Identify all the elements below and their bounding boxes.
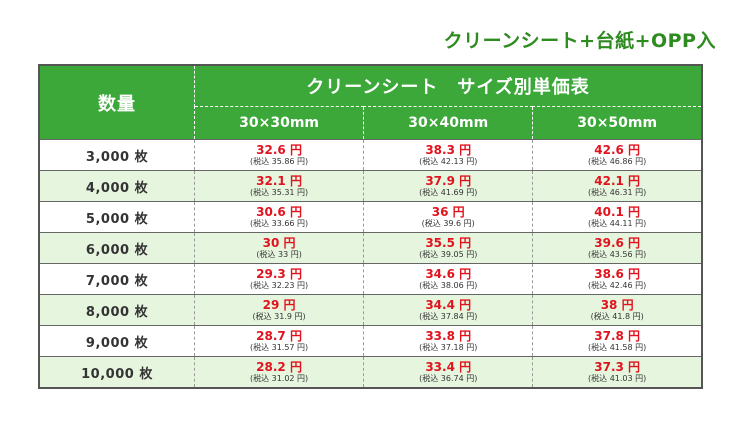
price-cell: 36 円 (税込 39.6 円) <box>363 201 534 233</box>
size-header-row: 30×30mm 30×40mm 30×50mm <box>39 106 702 140</box>
unit-price: 38.3 円 <box>425 142 472 157</box>
unit-price: 32.1 円 <box>256 173 302 188</box>
quantity-cell: 5,000 枚 <box>39 201 195 233</box>
tax-included-price: (税込 41.8 円) <box>590 311 644 321</box>
tax-included-price: (税込 35.86 円) <box>249 156 309 166</box>
tax-included-price: (税込 33.66 円) <box>249 218 309 228</box>
price-cell: 29 円 (税込 31.9 円) <box>194 294 365 326</box>
price-cell: 37.9 円 (税込 41.69 円) <box>363 170 534 202</box>
unit-price: 42.1 円 <box>594 173 641 188</box>
price-table: 数量 クリーンシート サイズ別単価表 30×30mm 30×40mm 30×50… <box>38 64 703 389</box>
price-cell: 28.7 円 (税込 31.57 円) <box>194 325 365 357</box>
tax-included-price: (税込 42.13 円) <box>419 156 478 166</box>
tax-included-price: (税込 39.05 円) <box>419 249 478 259</box>
table-row: 6,000 枚 30 円 (税込 33 円) 35.5 円 (税込 39.05 円) 39… <box>39 232 702 264</box>
unit-price: 33.8 円 <box>425 328 472 343</box>
unit-price: 34.4 円 <box>425 297 472 312</box>
price-cell: 32.1 円 (税込 35.31 円) <box>194 170 365 202</box>
price-cell: 39.6 円 (税込 43.56 円) <box>532 232 702 264</box>
tax-included-price: (税込 33 円) <box>256 249 302 259</box>
unit-price: 28.7 円 <box>256 328 302 343</box>
size-header-30x50: 30×50mm <box>532 106 702 140</box>
quantity-cell: 6,000 枚 <box>39 232 195 264</box>
tax-included-price: (税込 36.74 円) <box>419 373 478 383</box>
price-cell: 33.4 円 (税込 36.74 円) <box>363 356 534 388</box>
tax-included-price: (税込 41.03 円) <box>588 373 647 383</box>
tax-included-price: (税込 31.9 円) <box>252 311 306 321</box>
tax-included-price: (税込 46.86 円) <box>588 156 647 166</box>
table-row: 10,000 枚 28.2 円 (税込 31.02 円) 33.4 円 (税込 36.7… <box>39 356 702 388</box>
price-cell: 32.6 円 (税込 35.86 円) <box>194 139 365 171</box>
unit-price: 33.4 円 <box>425 359 472 374</box>
price-cell: 35.5 円 (税込 39.05 円) <box>363 232 534 264</box>
price-cell: 42.1 円 (税込 46.31 円) <box>532 170 702 202</box>
tax-included-price: (税込 35.31 円) <box>249 187 309 197</box>
price-table-body: 3,000 枚 32.6 円 (税込 35.86 円) 38.3 円 (税込 42.13… <box>39 139 702 388</box>
table-row: 9,000 枚 28.7 円 (税込 31.57 円) 33.8 円 (税込 37.18… <box>39 325 702 357</box>
tax-included-price: (税込 31.02 円) <box>249 373 309 383</box>
unit-price: 30 円 <box>262 235 296 250</box>
size-header-30x30: 30×30mm <box>194 106 365 140</box>
price-cell: 42.6 円 (税込 46.86 円) <box>532 139 702 171</box>
price-cell: 29.3 円 (税込 32.23 円) <box>194 263 365 295</box>
table-row: 7,000 枚 29.3 円 (税込 32.23 円) 34.6 円 (税込 38.06… <box>39 263 702 295</box>
size-header-30x40: 30×40mm <box>363 106 534 140</box>
unit-price: 32.6 円 <box>256 142 302 157</box>
tax-included-price: (税込 32.23 円) <box>249 280 309 290</box>
table-row: 4,000 枚 32.1 円 (税込 35.31 円) 37.9 円 (税込 41.69… <box>39 170 702 202</box>
tax-included-price: (税込 31.57 円) <box>249 342 309 352</box>
unit-price: 35.5 円 <box>425 235 472 250</box>
price-cell: 34.6 円 (税込 38.06 円) <box>363 263 534 295</box>
price-cell: 37.8 円 (税込 41.58 円) <box>532 325 702 357</box>
tax-included-price: (税込 37.18 円) <box>419 342 478 352</box>
table-caption: クリーンシート+台紙+OPP入 <box>443 30 716 52</box>
tax-included-price: (税込 43.56 円) <box>588 249 647 259</box>
price-cell: 38 円 (税込 41.8 円) <box>532 294 702 326</box>
price-cell: 38.3 円 (税込 42.13 円) <box>363 139 534 171</box>
price-cell: 30.6 円 (税込 33.66 円) <box>194 201 365 233</box>
price-cell: 28.2 円 (税込 31.02 円) <box>194 356 365 388</box>
table-row: 5,000 枚 30.6 円 (税込 33.66 円) 36 円 (税込 39.6 円)… <box>39 201 702 233</box>
tax-included-price: (税込 44.11 円) <box>588 218 647 228</box>
unit-price: 42.6 円 <box>594 142 641 157</box>
tax-included-price: (税込 39.6 円) <box>421 218 475 228</box>
unit-price: 39.6 円 <box>594 235 641 250</box>
quantity-cell: 3,000 枚 <box>39 139 195 171</box>
price-cell: 40.1 円 (税込 44.11 円) <box>532 201 702 233</box>
unit-price: 37.9 円 <box>425 173 472 188</box>
unit-price: 30.6 円 <box>256 204 302 219</box>
table-row: 3,000 枚 32.6 円 (税込 35.86 円) 38.3 円 (税込 42.13… <box>39 139 702 171</box>
tax-included-price: (税込 42.46 円) <box>588 280 647 290</box>
price-cell: 30 円 (税込 33 円) <box>194 232 365 264</box>
unit-price: 38 円 <box>600 297 634 312</box>
tax-included-price: (税込 38.06 円) <box>419 280 478 290</box>
tax-included-price: (税込 46.31 円) <box>588 187 647 197</box>
price-cell: 33.8 円 (税込 37.18 円) <box>363 325 534 357</box>
quantity-cell: 9,000 枚 <box>39 325 195 357</box>
unit-price: 40.1 円 <box>594 204 641 219</box>
unit-price: 37.3 円 <box>594 359 641 374</box>
header-row: 数量 クリーンシート サイズ別単価表 <box>39 65 702 140</box>
price-cell: 38.6 円 (税込 42.46 円) <box>532 263 702 295</box>
quantity-header: 数量 <box>39 65 195 140</box>
table-title: クリーンシート サイズ別単価表 <box>194 65 702 107</box>
quantity-cell: 4,000 枚 <box>39 170 195 202</box>
unit-price: 34.6 円 <box>425 266 472 281</box>
unit-price: 38.6 円 <box>594 266 641 281</box>
unit-price: 28.2 円 <box>256 359 302 374</box>
quantity-cell: 10,000 枚 <box>39 356 195 388</box>
unit-price: 36 円 <box>431 204 465 219</box>
unit-price: 29.3 円 <box>256 266 302 281</box>
tax-included-price: (税込 41.69 円) <box>419 187 478 197</box>
price-cell: 34.4 円 (税込 37.84 円) <box>363 294 534 326</box>
quantity-cell: 8,000 枚 <box>39 294 195 326</box>
tax-included-price: (税込 41.58 円) <box>588 342 647 352</box>
unit-price: 37.8 円 <box>594 328 641 343</box>
unit-price: 29 円 <box>262 297 296 312</box>
tax-included-price: (税込 37.84 円) <box>419 311 478 321</box>
table-row: 8,000 枚 29 円 (税込 31.9 円) 34.4 円 (税込 37.84 円)… <box>39 294 702 326</box>
price-cell: 37.3 円 (税込 41.03 円) <box>532 356 702 388</box>
quantity-cell: 7,000 枚 <box>39 263 195 295</box>
